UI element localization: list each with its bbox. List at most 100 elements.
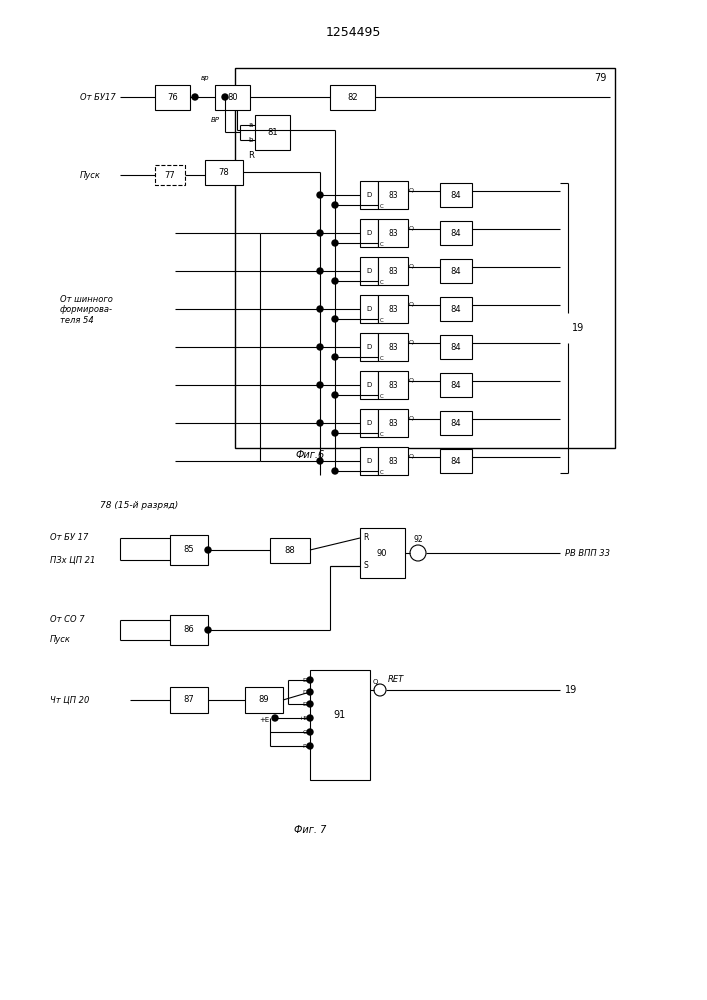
Text: 84: 84: [450, 229, 461, 237]
Text: Q: Q: [409, 377, 414, 382]
Text: Чт ЦП 20: Чт ЦП 20: [50, 696, 89, 704]
Bar: [360, 181, 378, 209]
Circle shape: [307, 677, 313, 683]
Circle shape: [307, 729, 313, 735]
Text: D: D: [366, 268, 372, 274]
Circle shape: [332, 468, 338, 474]
Circle shape: [317, 192, 323, 198]
Circle shape: [317, 382, 323, 388]
Text: 88: 88: [285, 546, 296, 555]
Text: D: D: [366, 230, 372, 236]
Text: R: R: [303, 744, 307, 748]
Circle shape: [332, 316, 338, 322]
Text: Пуск: Пуск: [50, 636, 71, 645]
Bar: [378, 371, 408, 399]
Text: 83: 83: [388, 342, 398, 352]
Text: 83: 83: [388, 229, 398, 237]
Text: 92: 92: [413, 534, 423, 544]
Bar: [378, 257, 408, 285]
Text: 76: 76: [167, 93, 178, 102]
Text: C: C: [380, 204, 384, 209]
Bar: [440, 259, 472, 283]
Text: От БУ17: От БУ17: [80, 93, 116, 102]
Text: От СО 7: От СО 7: [50, 615, 85, 624]
Text: D: D: [302, 678, 307, 682]
Text: 83: 83: [388, 304, 398, 314]
Bar: [440, 411, 472, 435]
Text: D: D: [366, 382, 372, 388]
Text: 77: 77: [165, 170, 175, 180]
Bar: [255, 115, 290, 150]
Bar: [360, 333, 378, 361]
Text: C: C: [380, 393, 384, 398]
Bar: [155, 165, 185, 185]
Bar: [440, 297, 472, 321]
Text: Q: Q: [409, 263, 414, 268]
Text: Пуск: Пуск: [80, 170, 101, 180]
Bar: [270, 538, 310, 563]
Bar: [360, 295, 378, 323]
Text: 83: 83: [388, 266, 398, 275]
Circle shape: [307, 715, 313, 721]
Text: Q: Q: [409, 302, 414, 306]
Bar: [440, 221, 472, 245]
Circle shape: [317, 306, 323, 312]
Text: 84: 84: [450, 380, 461, 389]
Circle shape: [307, 743, 313, 749]
Bar: [440, 449, 472, 473]
Bar: [235, 68, 615, 448]
Bar: [378, 409, 408, 437]
Text: +E: +E: [298, 716, 307, 720]
Circle shape: [307, 689, 313, 695]
Bar: [310, 670, 370, 780]
Bar: [360, 371, 378, 399]
Text: Q: Q: [373, 679, 378, 685]
Bar: [360, 447, 378, 475]
Text: 19: 19: [565, 685, 577, 695]
Circle shape: [332, 240, 338, 246]
Circle shape: [205, 627, 211, 633]
Text: От БУ 17: От БУ 17: [50, 534, 88, 542]
Text: 90: 90: [377, 548, 387, 558]
Text: C: C: [380, 356, 384, 360]
Text: b: b: [249, 137, 253, 143]
Circle shape: [222, 94, 228, 100]
Text: ВР: ВР: [211, 117, 220, 123]
Bar: [170, 687, 208, 713]
Circle shape: [272, 715, 278, 721]
Text: RET: RET: [388, 676, 404, 684]
Text: C: C: [303, 730, 307, 734]
Text: 19: 19: [572, 323, 584, 333]
Text: РВ ВПП 33: РВ ВПП 33: [565, 548, 610, 558]
Text: 84: 84: [450, 418, 461, 428]
Text: 86: 86: [184, 626, 194, 635]
Bar: [360, 528, 405, 578]
Bar: [360, 409, 378, 437]
Text: 82: 82: [347, 93, 358, 102]
Text: От шинного
формирова-
теля 54: От шинного формирова- теля 54: [60, 295, 113, 325]
Text: вр: вр: [201, 75, 209, 81]
Bar: [378, 447, 408, 475]
Bar: [378, 333, 408, 361]
Text: 84: 84: [450, 190, 461, 200]
Bar: [378, 181, 408, 209]
Text: Фиг. 7: Фиг. 7: [294, 825, 326, 835]
Bar: [215, 85, 250, 110]
Text: Q: Q: [409, 340, 414, 344]
Text: D: D: [366, 458, 372, 464]
Text: 78 (15-й разряд): 78 (15-й разряд): [100, 500, 178, 510]
Text: R: R: [363, 534, 368, 542]
Text: +E: +E: [259, 717, 270, 723]
Text: C: C: [380, 432, 384, 436]
Circle shape: [317, 230, 323, 236]
Text: Q: Q: [409, 188, 414, 192]
Text: Q: Q: [409, 226, 414, 231]
Circle shape: [317, 344, 323, 350]
Bar: [170, 535, 208, 565]
Bar: [440, 373, 472, 397]
Text: ПЗх ЦП 21: ПЗх ЦП 21: [50, 556, 95, 564]
Bar: [378, 295, 408, 323]
Text: D: D: [302, 702, 307, 706]
Text: 91: 91: [334, 710, 346, 720]
Bar: [170, 615, 208, 645]
